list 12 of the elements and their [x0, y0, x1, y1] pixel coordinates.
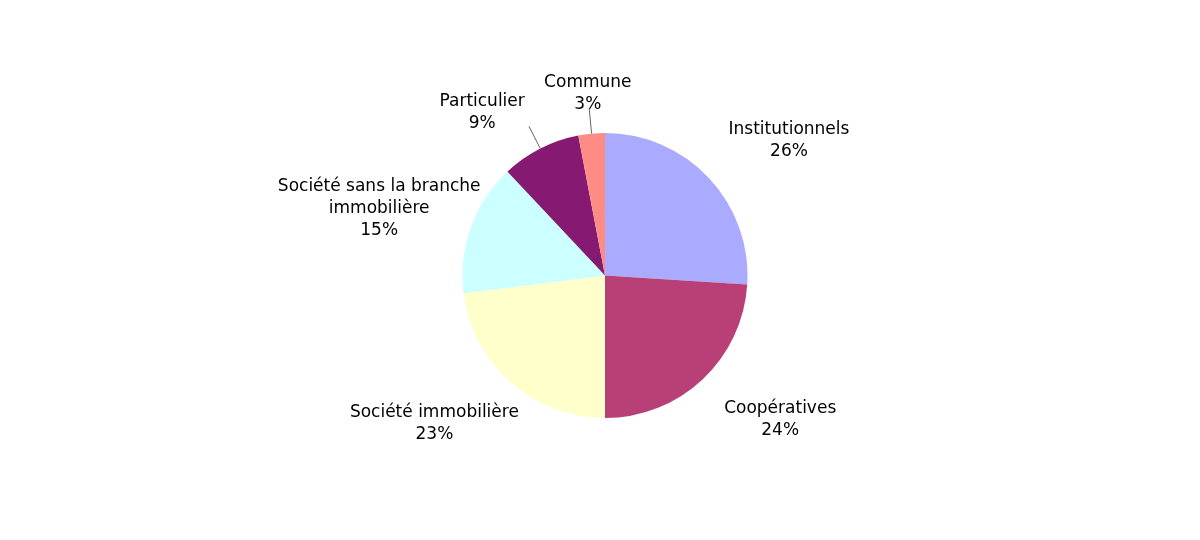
- data-label: 15%: [360, 219, 399, 240]
- slice-label: Société immobilière: [349, 401, 519, 422]
- slice-label: Coopératives: [724, 396, 837, 417]
- data-label: 3%: [574, 93, 602, 114]
- data-label: 9%: [468, 112, 496, 133]
- slice-label: Commune: [544, 71, 632, 92]
- slice-label: Particulier: [439, 90, 525, 111]
- data-label: 26%: [770, 139, 808, 160]
- slice-label: Institutionnels: [728, 117, 850, 138]
- data-label: 23%: [415, 423, 454, 444]
- slice-label: Société sans la branche immobilière: [277, 175, 481, 218]
- data-label: 24%: [761, 418, 800, 439]
